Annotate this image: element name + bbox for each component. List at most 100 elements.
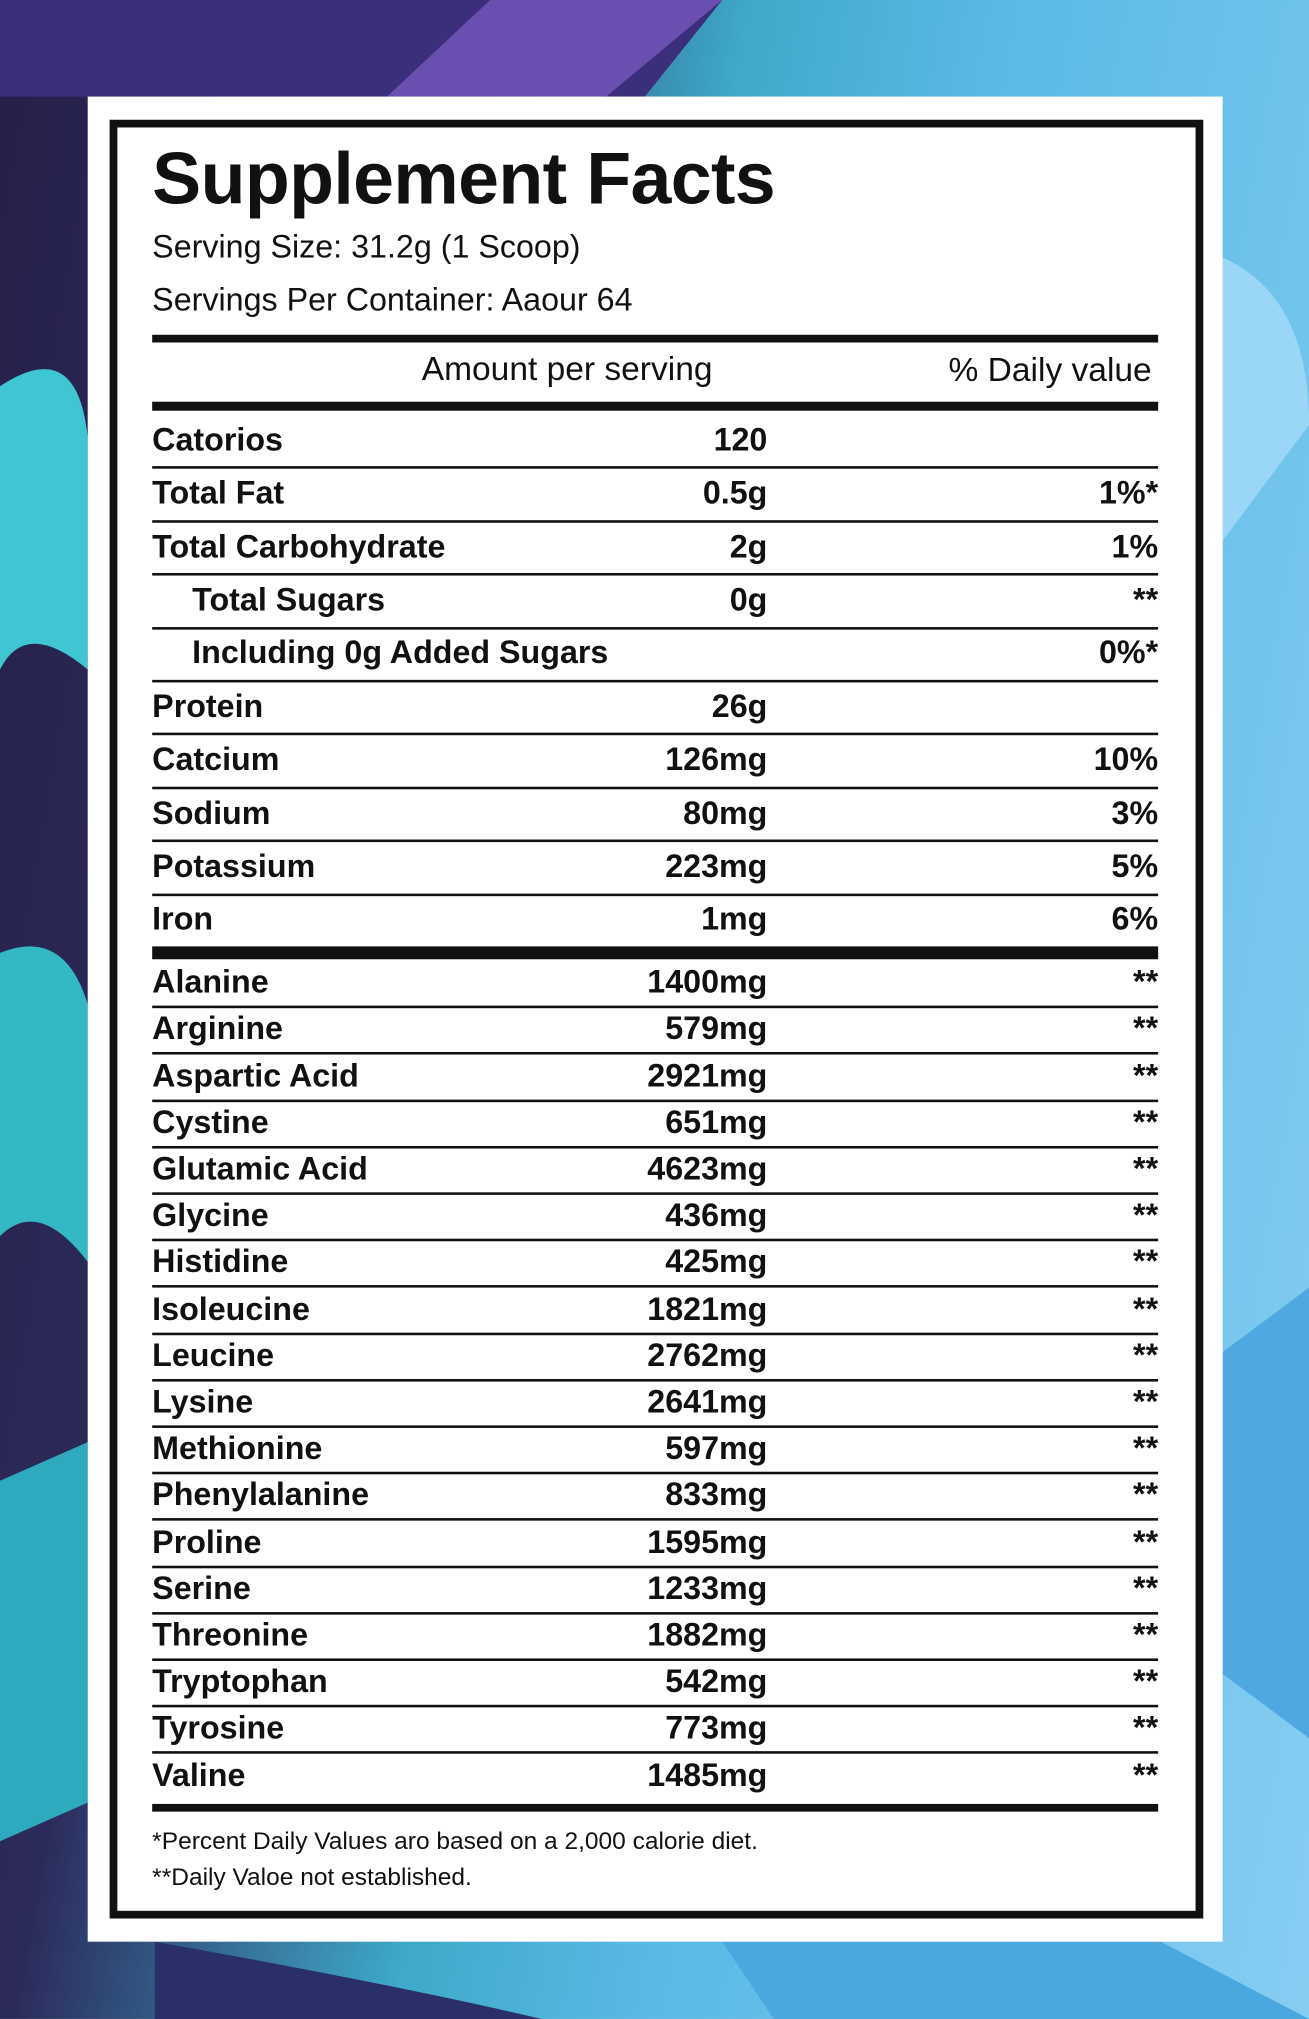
daily-value: **	[1133, 1104, 1159, 1141]
nutrient-name: Lysine	[152, 1384, 254, 1421]
fact-row: Phenylalanine 833mg **	[152, 1477, 1159, 1514]
nutrient-name: Glutamic Acid	[152, 1150, 368, 1188]
footnote: **Daily Valoe not established.	[152, 1864, 472, 1892]
amount: 579mg	[665, 1011, 768, 1048]
amount: 223mg	[665, 848, 768, 885]
daily-value: **	[1133, 581, 1159, 618]
nutrient-name: Tryptophan	[152, 1663, 328, 1700]
amount: 80mg	[683, 795, 768, 832]
daily-value: **	[1133, 1570, 1159, 1607]
amount: 0.5g	[702, 475, 768, 512]
thick-rule	[152, 1803, 1159, 1812]
thin-rule	[152, 1005, 1159, 1009]
thin-rule	[152, 1145, 1159, 1149]
nutrient-name: Alanine	[152, 964, 269, 1001]
fact-row: Serine 1233mg **	[152, 1570, 1159, 1607]
fact-row: Glycine 436mg **	[152, 1200, 1158, 1233]
title: Supplement Facts	[152, 137, 776, 221]
fact-row: Potassium 223mg 5%	[152, 848, 1158, 885]
fact-row: Catcium 126mg 10%	[152, 744, 1158, 777]
thin-rule	[152, 1611, 1159, 1615]
thin-rule	[152, 1705, 1159, 1708]
amount: 1595mg	[647, 1523, 768, 1560]
nutrient-name: Including 0g Added Sugars	[192, 635, 609, 672]
thin-rule	[152, 1238, 1159, 1242]
daily-value: **	[1133, 1663, 1159, 1700]
fact-row: Methionine 597mg **	[152, 1433, 1158, 1466]
fact-row: Alanine 1400mg **	[152, 964, 1158, 1001]
thin-rule	[152, 1099, 1159, 1102]
amount: 436mg	[665, 1197, 768, 1234]
thin-rule	[152, 733, 1159, 736]
amount: 0g	[729, 581, 768, 618]
serving-size: Serving Size: 31.2g (1 Scoop)	[152, 229, 581, 266]
nutrient-name: Cystine	[152, 1104, 269, 1141]
fact-row: Isoleucine 1821mg **	[152, 1293, 1158, 1326]
daily-value: **	[1133, 1617, 1159, 1654]
nutrient-name: Total Sugars	[192, 581, 386, 618]
nutrient-name: Threonine	[152, 1617, 309, 1654]
daily-value: **	[1133, 1057, 1159, 1094]
amount: 597mg	[665, 1430, 768, 1467]
amount: 4623mg	[647, 1150, 768, 1188]
fact-row: Iron 1mg 6%	[152, 904, 1158, 937]
amount: 425mg	[665, 1244, 768, 1281]
leaf	[386, 0, 723, 97]
daily-value: **	[1133, 1337, 1159, 1374]
nutrient-name: Protein	[152, 688, 264, 725]
thin-rule	[152, 786, 1159, 790]
thin-rule	[152, 573, 1159, 576]
nutrient-name: Methionine	[152, 1430, 323, 1467]
thin-rule	[152, 519, 1159, 523]
amount: 1485mg	[647, 1756, 768, 1793]
fact-row: Glutamic Acid 4623mg **	[152, 1150, 1159, 1188]
thin-rule	[152, 1192, 1159, 1195]
nutrient-name: Tyrosine	[152, 1710, 285, 1747]
nutrient-name: Total Carbohydrate	[152, 528, 446, 565]
daily-value: **	[1133, 1710, 1159, 1747]
daily-value: **	[1133, 1244, 1159, 1281]
daily-value: **	[1133, 1523, 1159, 1560]
fact-row: Total Carbohydrate 2g 1%	[152, 528, 1158, 565]
amount: 2641mg	[647, 1384, 768, 1421]
thin-rule	[152, 1425, 1159, 1428]
thin-rule	[152, 1518, 1159, 1522]
nutrient-name: Aspartic Acid	[152, 1057, 359, 1094]
nutrient-name: Phenylalanine	[152, 1477, 370, 1514]
daily-value: 3%	[1111, 795, 1159, 832]
amount: 26g	[711, 688, 768, 725]
thin-rule	[152, 1378, 1159, 1382]
nutrient-name: Histidine	[152, 1244, 289, 1281]
thin-rule	[152, 626, 1159, 630]
thin-rule	[152, 1332, 1159, 1335]
nutrient-name: Catcium	[152, 741, 280, 778]
fact-row: Cystine 651mg **	[152, 1104, 1159, 1141]
fact-row: Including 0g Added Sugars 0%*	[152, 635, 1158, 672]
servings-per-container: Servings Per Container: Aaour 64	[152, 281, 633, 319]
nutrient-name: Valine	[152, 1756, 246, 1793]
daily-value: **	[1133, 1477, 1159, 1514]
amount: 1mg	[701, 901, 768, 938]
daily-value: **	[1133, 1197, 1159, 1234]
nutrient-name: Iron	[152, 901, 214, 938]
thin-rule	[152, 1565, 1159, 1568]
nutrient-name: Proline	[152, 1523, 262, 1560]
fact-row: Protein 26g	[152, 688, 1158, 725]
fact-row: Tyrosine 773mg **	[152, 1710, 1159, 1747]
daily-value: 10%	[1093, 741, 1159, 778]
nutrient-name: Total Fat	[152, 475, 285, 512]
daily-value: **	[1133, 1430, 1159, 1467]
daily-value: **	[1133, 1150, 1159, 1188]
nutrient-name: Potassium	[152, 848, 316, 885]
thin-rule	[152, 466, 1159, 470]
thin-rule	[152, 679, 1159, 683]
thin-rule	[152, 1285, 1159, 1289]
thin-rule	[152, 839, 1159, 843]
fact-row: Total Sugars 0g **	[152, 584, 1158, 617]
amount: 773mg	[665, 1710, 768, 1747]
leaf	[1222, 1287, 1309, 1739]
column-header: Amount per serving	[421, 348, 713, 388]
footnote: *Percent Daily Values aro based on a 2,0…	[152, 1828, 758, 1856]
